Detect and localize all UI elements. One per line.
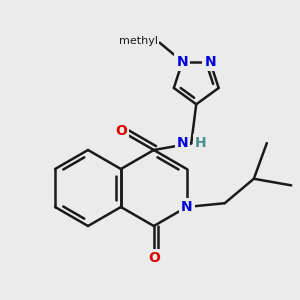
Text: N: N — [177, 136, 188, 150]
Text: N: N — [181, 200, 193, 214]
Text: H: H — [195, 136, 207, 150]
Text: N: N — [177, 55, 188, 69]
Text: N: N — [204, 55, 216, 69]
Text: O: O — [115, 124, 127, 138]
Text: O: O — [148, 251, 160, 265]
Text: methyl: methyl — [118, 36, 158, 46]
